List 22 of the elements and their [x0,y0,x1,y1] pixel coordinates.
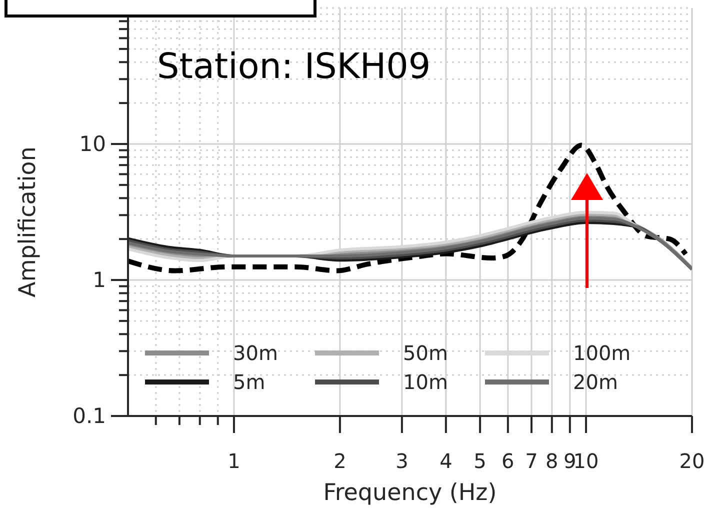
y-tick-label: 10 [79,132,106,156]
x-tick-label: 2 [334,449,346,473]
x-tick-label: 7 [525,449,538,473]
x-tick-label: 20 [679,449,705,473]
legend-label: 50m [403,341,448,365]
x-tick-label: 1 [228,449,240,473]
legend-label: 100m [573,341,631,365]
legend-label: 10m [403,370,448,394]
legend-label: 30m [233,341,278,365]
x-tick-label: 4 [440,449,452,473]
y-tick-label: 0.1 [72,404,106,428]
text: Station: ISKH09 [157,47,431,87]
x-axis-title: Frequency (Hz) [323,480,497,506]
y-axis-title: Amplification [15,146,41,298]
x-tick-label: 6 [502,449,514,473]
legend-label: 5m [233,370,266,394]
x-tick-label: 3 [396,449,408,473]
x-tick-label: 8 [546,449,558,473]
x-tick-label: 9 [564,449,576,473]
x-tick-label: 5 [474,449,486,473]
legend-label: 20m [573,370,618,394]
y-tick-label: 1 [92,268,106,292]
